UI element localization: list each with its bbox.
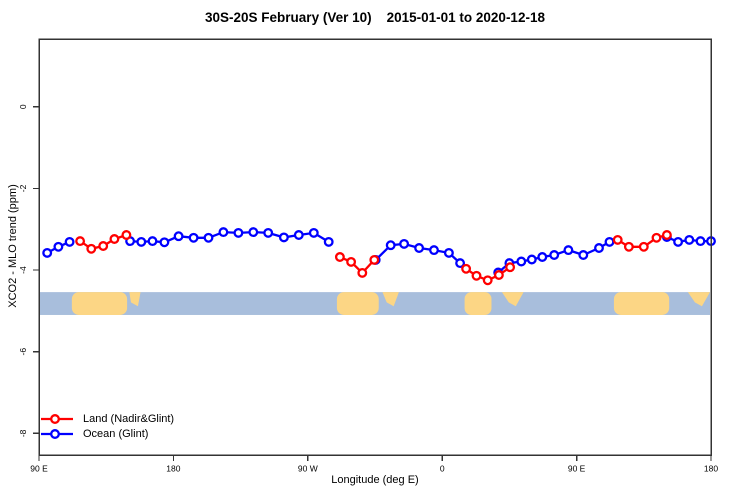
legend-label-land: Land (Nadir&Glint) <box>83 412 175 425</box>
data-point <box>334 252 345 262</box>
data-point <box>173 231 184 242</box>
plot-frame <box>38 38 712 456</box>
data-point <box>147 236 158 247</box>
data-point <box>293 230 304 240</box>
ocean-series-marker-icon <box>41 428 73 439</box>
data-point <box>75 236 86 247</box>
data-point <box>604 236 615 247</box>
data-point <box>98 241 109 251</box>
data-point <box>42 247 53 258</box>
x-tick-label: 90 E <box>568 464 586 474</box>
data-point <box>563 245 574 256</box>
series-line <box>497 240 611 274</box>
data-point <box>493 270 504 280</box>
map-strip <box>40 292 710 315</box>
axes: 90 E 180 90 W 0 90 E 180 0 -2 -4 -6 -8 <box>18 104 718 473</box>
legend-item-land: Land (Nadir&Glint) <box>40 411 174 426</box>
data-point <box>661 230 672 240</box>
data-point <box>461 263 472 274</box>
data-point <box>86 243 97 254</box>
data-point <box>684 234 695 245</box>
data-point <box>537 252 548 262</box>
data-point <box>526 254 537 265</box>
legend-item-ocean: Ocean (Glint) <box>40 426 174 441</box>
land-patch <box>129 292 141 307</box>
data-point <box>455 258 466 269</box>
y-tick-label: -2 <box>18 184 28 192</box>
data-point <box>673 236 684 247</box>
data-point <box>263 227 274 238</box>
data-point <box>443 247 454 258</box>
data-point <box>516 256 527 267</box>
data-point <box>159 237 170 248</box>
data-point <box>385 240 396 251</box>
data-point <box>308 227 319 238</box>
x-tick-label: 90 E <box>30 464 48 474</box>
legend: Land (Nadir&Glint) Ocean (Glint) <box>40 411 174 441</box>
data-point <box>482 275 493 286</box>
data-point <box>136 236 147 247</box>
data-point <box>549 250 560 260</box>
y-tick-label: -8 <box>18 429 28 437</box>
land-series <box>75 230 672 286</box>
data-point <box>471 270 482 281</box>
data-point <box>651 232 662 243</box>
series-line <box>338 255 376 275</box>
land-patch <box>687 292 710 307</box>
land-patch <box>613 292 670 315</box>
data-point <box>278 232 289 243</box>
data-point <box>695 236 706 247</box>
data-point <box>218 227 229 238</box>
land-patch <box>501 292 524 307</box>
data-point <box>429 245 439 256</box>
x-tick-label: 180 <box>166 464 180 474</box>
data-point <box>505 262 516 273</box>
data-point <box>399 238 410 249</box>
y-tick-label: -4 <box>18 266 28 274</box>
x-tick-label: 180 <box>704 464 718 474</box>
data-point <box>369 254 380 265</box>
data-point <box>346 256 357 267</box>
land-series-marker-icon <box>41 413 73 424</box>
x-axis-label: Longitude (deg E) <box>331 474 419 486</box>
data-point <box>357 267 368 278</box>
land-patch <box>71 292 128 315</box>
data-point <box>414 243 425 253</box>
land-patch <box>382 292 399 307</box>
data-point <box>121 230 132 240</box>
y-tick-label: 0 <box>18 104 28 109</box>
y-tick-label: -6 <box>18 348 28 356</box>
data-point <box>594 243 604 253</box>
ocean-series <box>42 227 716 278</box>
data-point <box>233 227 244 238</box>
land-patch <box>464 292 492 315</box>
land-patch <box>336 292 379 315</box>
data-point <box>248 227 259 238</box>
chart-title: 30S-20S February (Ver 10) 2015-01-01 to … <box>205 10 545 25</box>
data-point <box>203 232 214 243</box>
data-point <box>64 236 75 247</box>
x-tick-label: 0 <box>440 464 445 474</box>
data-point <box>623 241 634 252</box>
data-point <box>109 234 120 244</box>
legend-label-ocean: Ocean (Glint) <box>83 427 149 440</box>
data-point <box>612 234 623 245</box>
data-point <box>638 241 649 252</box>
data-point <box>578 250 589 260</box>
data-point <box>188 232 199 243</box>
x-tick-label: 90 W <box>298 464 318 474</box>
data-point <box>53 241 64 252</box>
data-point <box>323 236 334 247</box>
